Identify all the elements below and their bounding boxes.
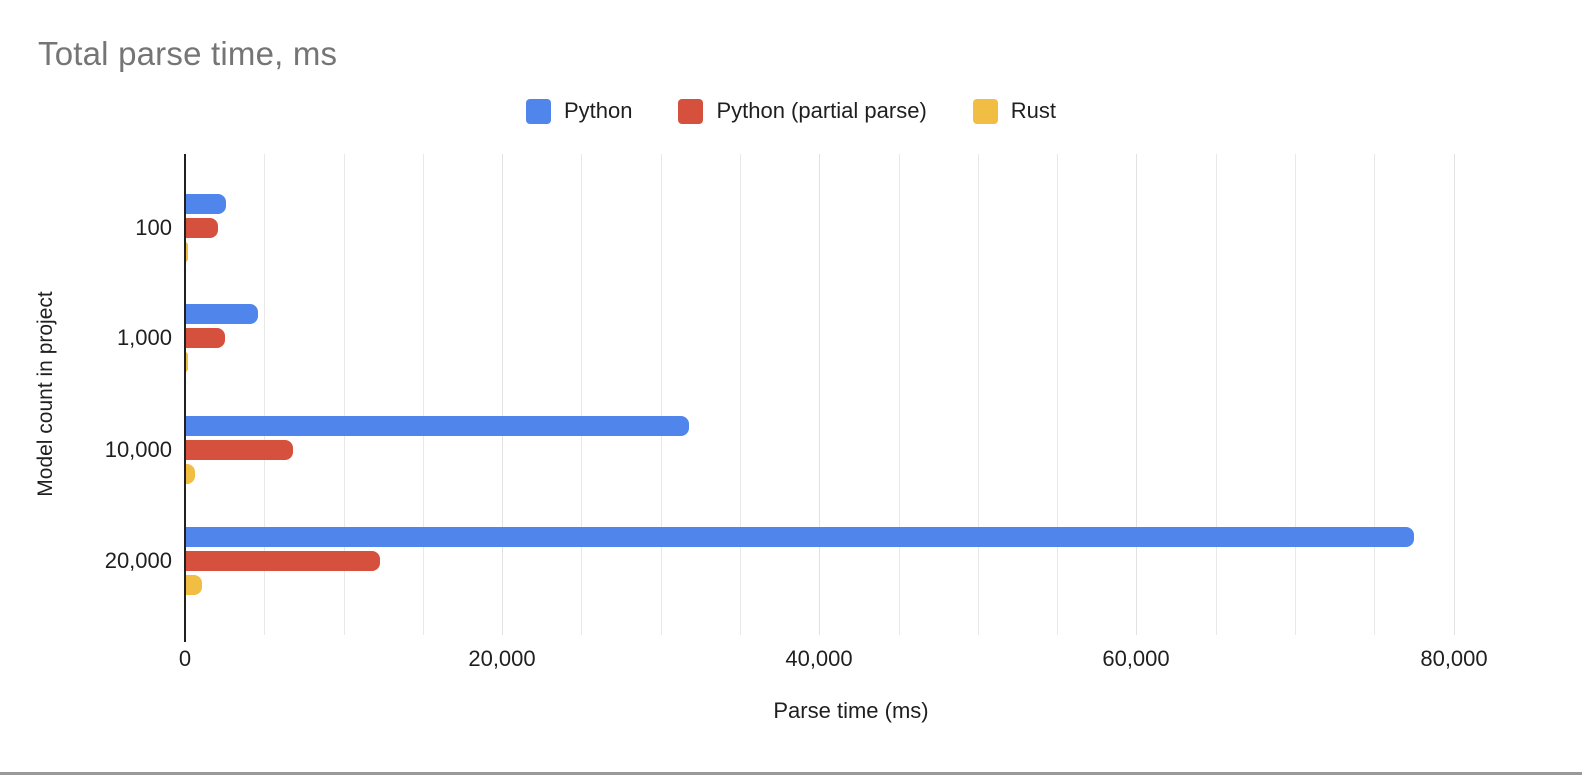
legend-item-rust[interactable]: Rust bbox=[972, 98, 1057, 124]
gridline bbox=[1295, 154, 1296, 635]
legend-swatch-python-icon bbox=[525, 98, 551, 124]
gridline bbox=[740, 154, 741, 635]
bar-python-10-000[interactable] bbox=[185, 416, 690, 436]
x-axis-title: Parse time (ms) bbox=[773, 698, 929, 723]
gridline bbox=[502, 154, 503, 635]
legend: Python Python (partial parse) Rust bbox=[0, 98, 1582, 124]
gridline bbox=[1057, 154, 1058, 635]
bar-rust-20-000[interactable] bbox=[185, 575, 203, 595]
x-tick-label: 0 bbox=[178, 646, 192, 671]
legend-swatch-python-partial-parse-icon bbox=[678, 98, 704, 124]
gridline bbox=[899, 154, 900, 635]
bottom-divider bbox=[0, 772, 1582, 775]
gridline bbox=[1454, 154, 1455, 635]
bar-rust-100[interactable] bbox=[185, 242, 188, 262]
gridline bbox=[1216, 154, 1217, 635]
axis-baseline bbox=[184, 154, 186, 642]
legend-item-python-partial-parse[interactable]: Python (partial parse) bbox=[678, 98, 927, 124]
x-tick-label: 40,000 bbox=[785, 646, 853, 671]
y-category-label: 20,000 bbox=[104, 548, 172, 573]
gridline bbox=[1136, 154, 1137, 635]
bar-python-partial-parse-10-000[interactable] bbox=[185, 440, 293, 460]
gridline bbox=[264, 154, 265, 635]
y-category-label: 1,000 bbox=[116, 325, 172, 350]
legend-swatch-rust-icon bbox=[972, 98, 998, 124]
x-tick-label: 20,000 bbox=[468, 646, 536, 671]
legend-item-python[interactable]: Python bbox=[525, 98, 633, 124]
y-axis-title: Model count in project bbox=[34, 291, 57, 497]
chart-title: Total parse time, ms bbox=[38, 35, 338, 72]
gridline bbox=[978, 154, 979, 635]
bar-python-100[interactable] bbox=[185, 194, 227, 214]
gridline bbox=[1374, 154, 1375, 635]
gridline bbox=[819, 154, 820, 635]
gridline bbox=[581, 154, 582, 635]
bar-rust-1-000[interactable] bbox=[185, 352, 188, 372]
legend-label: Python bbox=[563, 98, 633, 123]
legend-label: Python (partial parse) bbox=[716, 98, 927, 123]
x-tick-label: 60,000 bbox=[1102, 646, 1170, 671]
gridline bbox=[661, 154, 662, 635]
bar-python-partial-parse-20-000[interactable] bbox=[185, 551, 381, 571]
bar-python-20-000[interactable] bbox=[185, 527, 1414, 547]
gridline bbox=[423, 154, 424, 635]
bar-python-partial-parse-1-000[interactable] bbox=[185, 328, 225, 348]
bar-python-partial-parse-100[interactable] bbox=[185, 218, 219, 238]
y-category-label: 10,000 bbox=[104, 437, 172, 462]
plot-area: 100 1,000 10,000 20,000 0 20,000 40,000 60,000 8… bbox=[105, 154, 1517, 671]
y-category-label: 100 bbox=[135, 215, 172, 240]
legend-label: Rust bbox=[1010, 98, 1057, 123]
x-tick-label: 80,000 bbox=[1420, 646, 1488, 671]
gridline bbox=[344, 154, 345, 635]
bar-rust-10-000[interactable] bbox=[185, 464, 195, 484]
bar-python-1-000[interactable] bbox=[185, 304, 258, 324]
